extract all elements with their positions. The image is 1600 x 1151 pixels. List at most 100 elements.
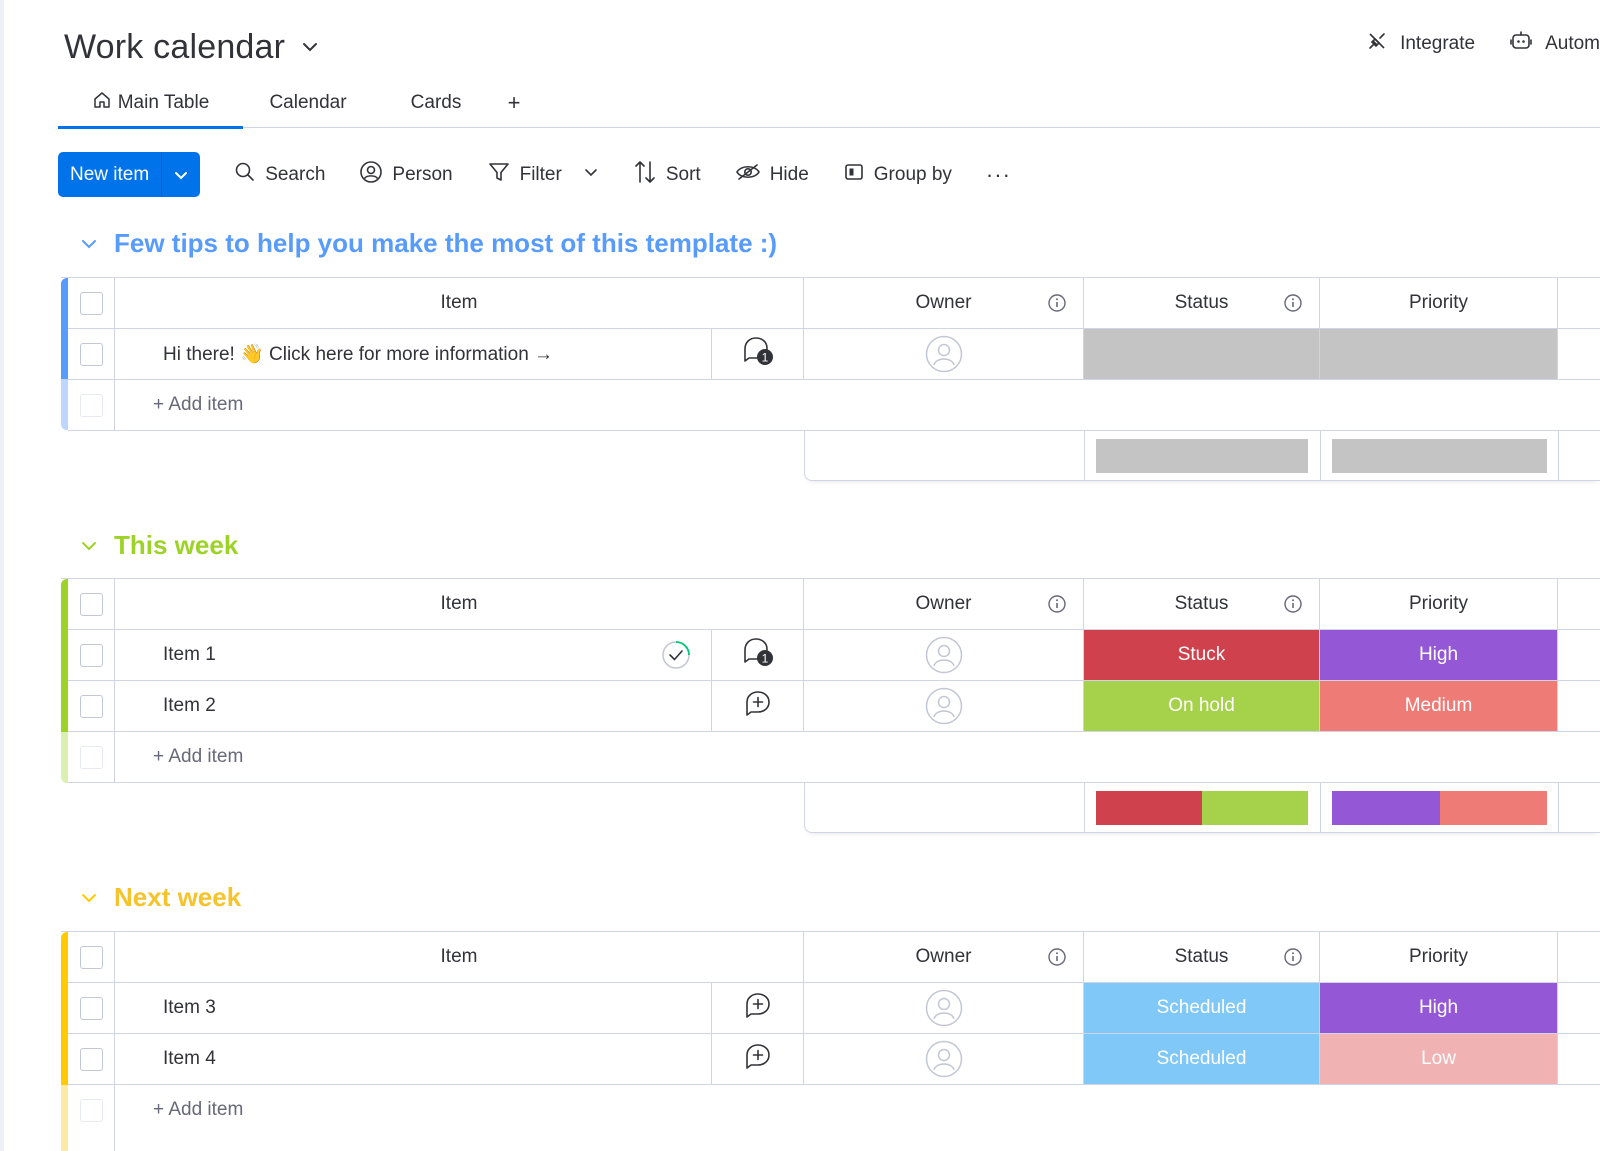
- table-row[interactable]: Item 1 1 Stuck High: [68, 630, 1600, 681]
- row-select-cell[interactable]: [68, 681, 115, 731]
- row-checkbox[interactable]: [79, 694, 103, 718]
- owner-cell[interactable]: [804, 983, 1084, 1033]
- group-header-next-week[interactable]: Next week: [78, 882, 241, 913]
- info-icon[interactable]: [1283, 947, 1303, 973]
- column-header-status[interactable]: Status: [1084, 579, 1320, 629]
- column-header-item[interactable]: Item: [115, 579, 804, 629]
- column-header-item[interactable]: Item: [115, 932, 804, 982]
- tab-cards[interactable]: Cards: [373, 78, 499, 128]
- owner-cell[interactable]: [804, 329, 1084, 379]
- add-update-icon[interactable]: [744, 991, 772, 1025]
- row-checkbox[interactable]: [79, 1047, 103, 1071]
- group-title[interactable]: Next week: [114, 882, 242, 912]
- add-view-button[interactable]: +: [499, 78, 529, 128]
- add-item-button[interactable]: + Add item: [153, 394, 244, 415]
- chevron-down-icon[interactable]: [299, 36, 321, 58]
- updates-cell[interactable]: [712, 681, 804, 731]
- owner-cell[interactable]: [804, 681, 1084, 731]
- status-cell[interactable]: Stuck: [1084, 630, 1320, 680]
- info-icon[interactable]: [1047, 947, 1067, 973]
- row-select-cell[interactable]: [68, 329, 115, 379]
- filter-button[interactable]: Filter: [487, 160, 599, 190]
- updates-cell[interactable]: [712, 983, 804, 1033]
- row-select-cell[interactable]: [68, 1034, 115, 1084]
- sort-button[interactable]: Sort: [633, 159, 701, 191]
- chevron-down-icon[interactable]: [162, 152, 200, 197]
- search-button[interactable]: Search: [234, 161, 325, 189]
- add-item-row[interactable]: + Add item: [68, 732, 1600, 783]
- table-row[interactable]: Item 2 On hold Medium: [68, 681, 1600, 732]
- integrate-button[interactable]: Integrate: [1366, 30, 1475, 58]
- chevron-down-icon[interactable]: [583, 164, 599, 186]
- column-header-priority[interactable]: Priority: [1320, 932, 1558, 982]
- column-header-priority[interactable]: Priority: [1320, 579, 1558, 629]
- row-select-cell[interactable]: [68, 630, 115, 680]
- select-all-checkbox[interactable]: [79, 592, 103, 616]
- priority-summary-bar[interactable]: [1332, 439, 1547, 473]
- add-item-button[interactable]: + Add item: [153, 1099, 244, 1120]
- priority-cell[interactable]: Low: [1320, 1034, 1558, 1084]
- select-all-cell[interactable]: [68, 579, 115, 629]
- item-name[interactable]: Item 4: [115, 1034, 712, 1084]
- priority-cell[interactable]: Medium: [1320, 681, 1558, 731]
- add-update-icon[interactable]: [744, 689, 772, 723]
- priority-cell[interactable]: High: [1320, 630, 1558, 680]
- tab-main-table[interactable]: Main Table: [58, 78, 243, 129]
- select-all-checkbox[interactable]: [79, 945, 103, 969]
- status-cell[interactable]: [1084, 329, 1320, 379]
- item-name[interactable]: Hi there! 👋 Click here for more informat…: [115, 329, 712, 379]
- new-item-button[interactable]: New item: [58, 152, 201, 197]
- priority-summary-bar[interactable]: [1332, 791, 1547, 825]
- owner-cell[interactable]: [804, 630, 1084, 680]
- updates-bubble-icon[interactable]: 1: [741, 636, 775, 674]
- row-select-cell[interactable]: [68, 983, 115, 1033]
- status-summary-bar[interactable]: [1096, 791, 1308, 825]
- item-name[interactable]: Item 3: [115, 983, 712, 1033]
- new-item-label[interactable]: New item: [58, 152, 163, 197]
- owner-cell[interactable]: [804, 1034, 1084, 1084]
- tab-calendar[interactable]: Calendar: [243, 78, 373, 128]
- updates-cell[interactable]: 1: [712, 329, 804, 379]
- priority-cell[interactable]: High: [1320, 983, 1558, 1033]
- row-checkbox[interactable]: [79, 643, 103, 667]
- person-filter-button[interactable]: Person: [359, 160, 453, 190]
- status-cell[interactable]: Scheduled: [1084, 1034, 1320, 1084]
- status-summary-bar[interactable]: [1096, 439, 1308, 473]
- item-name[interactable]: Item 2: [115, 681, 712, 731]
- column-header-priority[interactable]: Priority: [1320, 278, 1558, 328]
- item-name[interactable]: Item 1: [115, 630, 712, 680]
- column-header-owner[interactable]: Owner: [804, 278, 1084, 328]
- row-checkbox[interactable]: [79, 996, 103, 1020]
- status-cell[interactable]: Scheduled: [1084, 983, 1320, 1033]
- add-item-row[interactable]: + Add item: [68, 1085, 1600, 1151]
- table-row[interactable]: Hi there! 👋 Click here for more informat…: [68, 329, 1600, 380]
- table-row[interactable]: Item 4 Scheduled Low: [68, 1034, 1600, 1085]
- info-icon[interactable]: [1047, 293, 1067, 319]
- chevron-down-icon[interactable]: [78, 535, 100, 557]
- group-header-tips[interactable]: Few tips to help you make the most of th…: [78, 228, 777, 259]
- automate-button[interactable]: Autom: [1509, 30, 1600, 58]
- updates-cell[interactable]: [712, 1034, 804, 1084]
- column-header-item[interactable]: Item: [115, 278, 804, 328]
- updates-cell[interactable]: 1: [712, 630, 804, 680]
- chevron-down-icon[interactable]: [78, 887, 100, 909]
- info-icon[interactable]: [1283, 293, 1303, 319]
- status-cell[interactable]: On hold: [1084, 681, 1320, 731]
- hide-button[interactable]: Hide: [735, 161, 809, 189]
- add-item-button[interactable]: + Add item: [153, 746, 244, 767]
- column-header-status[interactable]: Status: [1084, 932, 1320, 982]
- group-by-button[interactable]: Group by: [843, 161, 952, 189]
- group-header-this-week[interactable]: This week: [78, 530, 238, 561]
- info-icon[interactable]: [1047, 594, 1067, 620]
- chevron-down-icon[interactable]: [78, 233, 100, 255]
- more-actions-button[interactable]: ···: [986, 162, 1011, 188]
- row-checkbox[interactable]: [79, 342, 103, 366]
- check-circle-icon[interactable]: [661, 640, 691, 676]
- column-header-status[interactable]: Status: [1084, 278, 1320, 328]
- add-item-row[interactable]: + Add item: [68, 380, 1600, 431]
- select-all-cell[interactable]: [68, 278, 115, 328]
- updates-bubble-icon[interactable]: 1: [741, 335, 775, 373]
- info-icon[interactable]: [1283, 594, 1303, 620]
- select-all-checkbox[interactable]: [79, 291, 103, 315]
- group-title[interactable]: Few tips to help you make the most of th…: [114, 228, 778, 258]
